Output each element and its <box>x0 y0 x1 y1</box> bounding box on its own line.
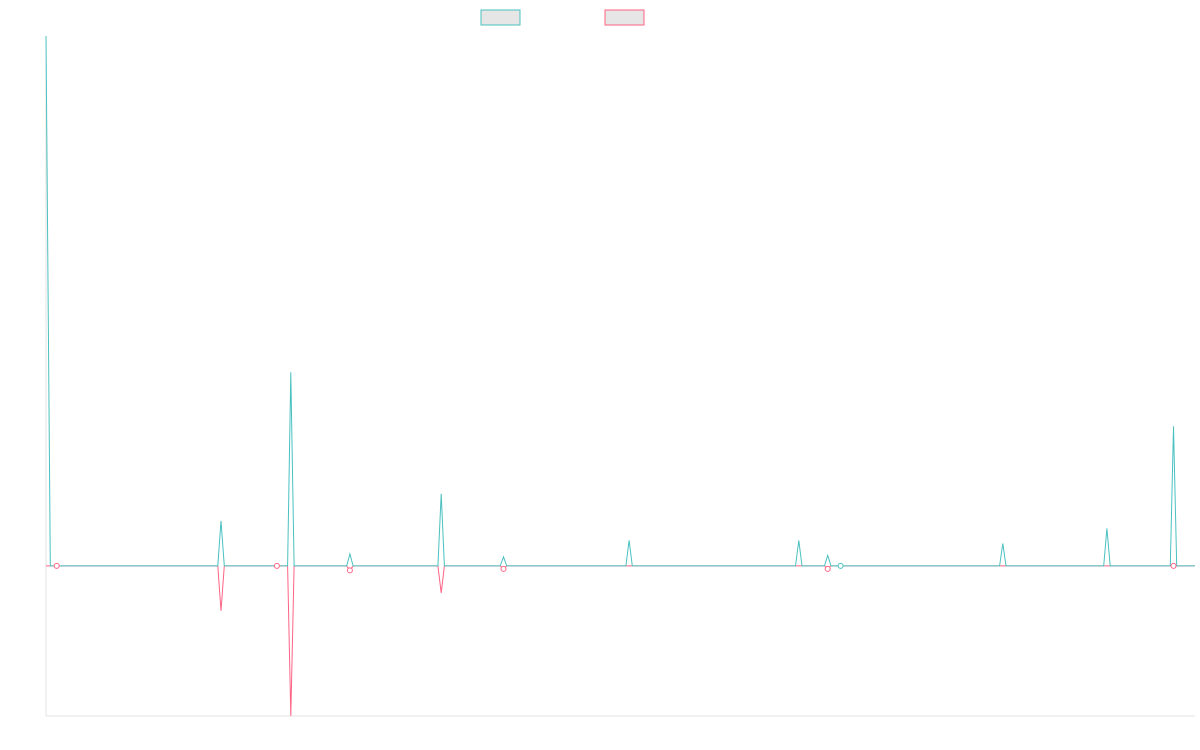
series-layer <box>45 35 1195 717</box>
data-point-marker-3[interactable] <box>500 565 507 572</box>
series-b-line[interactable] <box>46 565 1195 717</box>
data-point-marker-5[interactable] <box>837 562 844 569</box>
data-point-marker-2[interactable] <box>346 567 353 574</box>
series-a-line[interactable] <box>45 35 1195 567</box>
legend-swatch-series-b[interactable] <box>604 9 645 26</box>
legend-swatch-series-a[interactable] <box>480 9 521 26</box>
data-point-marker-6[interactable] <box>1170 562 1177 569</box>
legend[interactable] <box>480 9 645 26</box>
data-point-marker-4[interactable] <box>824 565 831 572</box>
data-point-marker-1[interactable] <box>273 562 280 569</box>
data-point-marker-0[interactable] <box>53 562 60 569</box>
axes <box>45 36 1195 717</box>
marker-layer <box>53 562 1177 574</box>
